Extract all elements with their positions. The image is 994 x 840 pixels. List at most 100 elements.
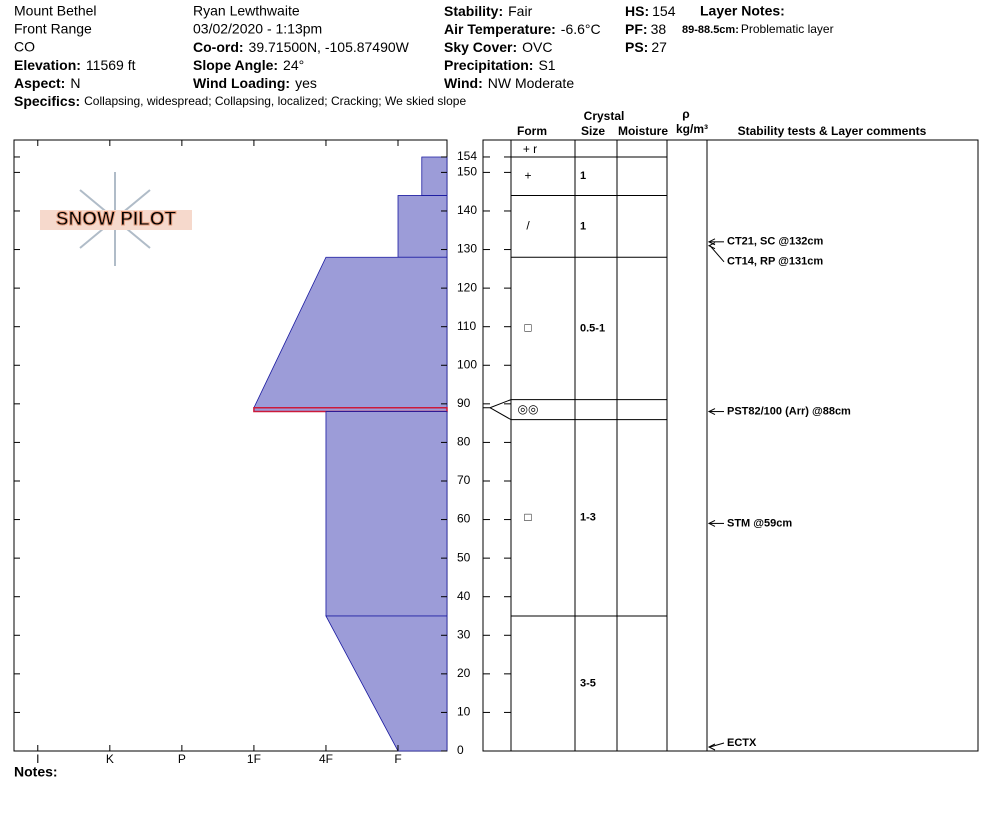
column-header: Form xyxy=(517,124,547,138)
header-text: 03/02/2020 - 1:13pm xyxy=(193,21,322,37)
x-tick-label: K xyxy=(106,752,114,766)
notes-label: Notes: xyxy=(14,764,58,780)
field-value: 39.71500N, -105.87490W xyxy=(249,39,410,55)
field-label: Elevation: xyxy=(14,57,81,73)
field-label: Co-ord: xyxy=(193,39,244,55)
column-header: Crystal xyxy=(584,109,625,123)
grain-form: □ xyxy=(524,510,531,524)
grain-size: 1 xyxy=(580,220,586,232)
note-value: Problematic layer xyxy=(741,22,834,36)
hardness-layer xyxy=(421,156,448,196)
y-tick-label: 0 xyxy=(457,743,464,757)
y-tick-label: 130 xyxy=(457,242,477,256)
y-tick-label: 110 xyxy=(457,319,476,333)
arrow-head xyxy=(707,519,716,527)
hardness-layer xyxy=(253,406,448,413)
header-field: Slope Angle: 24° xyxy=(193,57,304,73)
field-label: Precipitation: xyxy=(444,57,533,73)
arrow-head xyxy=(707,743,716,751)
arrow-head xyxy=(707,242,716,250)
hardness-layer xyxy=(325,615,448,752)
logo-band xyxy=(40,210,192,230)
x-tick-label: 1F xyxy=(247,752,261,766)
y-tick-label: 10 xyxy=(457,705,471,719)
grain-size: 0.5-1 xyxy=(580,322,605,334)
grain-form: ◎◎ xyxy=(518,402,539,416)
y-tick-label: 150 xyxy=(457,165,477,179)
problem-marker xyxy=(489,407,512,421)
header-field: Precipitation: S1 xyxy=(444,57,556,73)
y-tick-label: 30 xyxy=(457,627,471,641)
x-tick-label: F xyxy=(394,752,401,766)
field-label: Specifics: xyxy=(14,93,80,109)
hardness-layer xyxy=(253,256,448,409)
field-value: 11569 ft xyxy=(86,57,136,73)
field-value: OVC xyxy=(522,39,552,55)
field-value: 24° xyxy=(283,57,304,73)
header-field: Stability: Fair xyxy=(444,3,533,19)
y-tick-label: 50 xyxy=(457,550,471,564)
comment: PST82/100 (Arr) @88cm xyxy=(727,405,851,417)
field-label: PS: xyxy=(625,39,648,55)
field-label: Sky Cover: xyxy=(444,39,517,55)
field-value: N xyxy=(70,75,80,91)
column-header: Moisture xyxy=(618,124,668,138)
column-header: ρ xyxy=(682,107,689,121)
column-header: Stability tests & Layer comments xyxy=(738,124,927,138)
hardness-layer xyxy=(397,195,448,258)
column-header: kg/m³ xyxy=(676,122,708,136)
field-value: 154 xyxy=(652,3,676,19)
header-text: Mount Bethel xyxy=(14,3,97,19)
field-label: Slope Angle: xyxy=(193,57,278,73)
header-field: PF: 38 xyxy=(625,21,666,37)
field-value: yes xyxy=(295,75,317,91)
grain-size: 1-3 xyxy=(580,512,596,524)
comment-arrow xyxy=(709,245,725,263)
grain-form: / xyxy=(526,219,530,233)
grain-form: + xyxy=(524,168,531,182)
comment: CT21, SC @132cm xyxy=(727,236,824,248)
field-value: Fair xyxy=(508,3,532,19)
note-label: 89-88.5cm: xyxy=(682,24,739,36)
hardness-layer xyxy=(325,411,448,617)
column-header: Size xyxy=(581,124,605,138)
logo-text: SNOW PILOT xyxy=(56,209,177,230)
grain-form: □ xyxy=(524,321,531,335)
field-label: Wind Loading: xyxy=(193,75,290,91)
x-tick-label: P xyxy=(178,752,186,766)
grain-size: 1 xyxy=(580,170,586,182)
y-tick-label: 80 xyxy=(457,435,471,449)
field-label: PF: xyxy=(625,21,648,37)
header-text: Ryan Lewthwaite xyxy=(193,3,300,19)
comment: ECTX xyxy=(727,737,757,749)
field-value: S1 xyxy=(538,57,555,73)
arrow-head xyxy=(707,408,716,416)
header-field: Air Temperature: -6.6°C xyxy=(444,21,601,37)
y-tick-label: 100 xyxy=(457,357,477,371)
y-tick-label: 40 xyxy=(457,589,471,603)
field-label: Wind: xyxy=(444,75,483,91)
header-text: CO xyxy=(14,39,35,55)
field-value: 27 xyxy=(651,39,667,55)
surface-form: + r xyxy=(523,142,537,156)
header-field: Wind Loading: yes xyxy=(193,75,317,91)
field-value: NW Moderate xyxy=(488,75,575,91)
comment: STM @59cm xyxy=(727,517,792,529)
y-tick-label: 70 xyxy=(457,473,471,487)
y-tick-label: 60 xyxy=(457,512,471,526)
y-tick-label: 140 xyxy=(457,203,477,217)
field-label: Air Temperature: xyxy=(444,21,556,37)
header-text: Front Range xyxy=(14,21,92,37)
x-tick-label: 4F xyxy=(319,752,333,766)
comment: CT14, RP @131cm xyxy=(727,256,823,268)
y-tick-label: 90 xyxy=(457,396,471,410)
header-field: Aspect: N xyxy=(14,75,80,91)
table-frame xyxy=(482,139,979,752)
field-value: -6.6°C xyxy=(561,21,601,37)
header-field: Co-ord: 39.71500N, -105.87490W xyxy=(193,39,410,55)
specifics: Specifics: Collapsing, widespread; Collap… xyxy=(14,93,466,109)
header-field: Sky Cover: OVC xyxy=(444,39,553,55)
field-value: 38 xyxy=(651,21,667,37)
grain-size: 3-5 xyxy=(580,677,596,689)
